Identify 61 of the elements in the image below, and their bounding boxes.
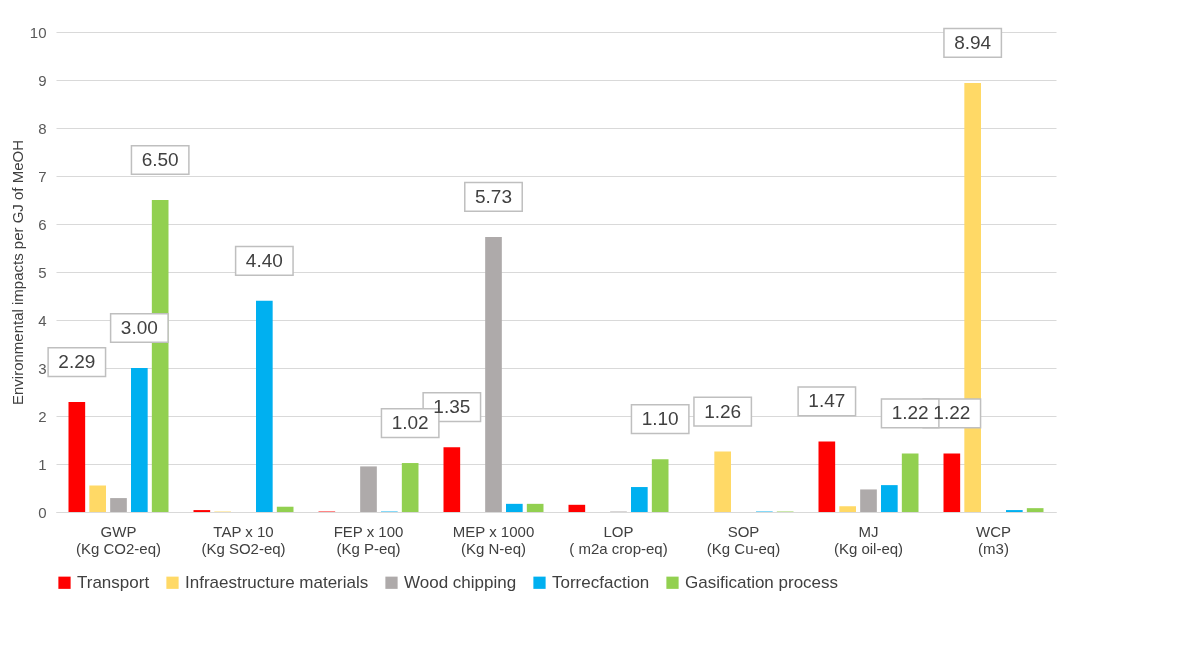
y-axis-title: Environmental impacts per GJ of MeOH: [8, 139, 26, 406]
data-label: 2.29: [58, 351, 96, 373]
bar: [568, 504, 586, 512]
y-tick-label: 9: [38, 71, 47, 89]
bar: [881, 485, 898, 512]
data-label: 1.02: [391, 412, 429, 434]
y-tick-label: 5: [38, 263, 47, 281]
bar: [89, 485, 106, 512]
data-label: 1.47: [808, 390, 846, 412]
data-label: 1.10: [641, 408, 679, 430]
bar: [485, 236, 502, 512]
data-label: 5.73: [475, 185, 512, 207]
y-tick-label: 3: [38, 359, 47, 377]
bar: [943, 453, 961, 512]
bar: [526, 503, 544, 512]
y-tick-label: 1: [38, 455, 47, 473]
data-label: 3.00: [120, 317, 158, 338]
bar: [276, 506, 294, 512]
data-label: 1.22: [933, 402, 971, 424]
bar: [901, 453, 919, 512]
x-tick-label: MJ (Kg oil-eq): [833, 522, 904, 557]
legend-label: Wood chipping: [404, 572, 517, 592]
bar: [860, 489, 877, 512]
y-tick-label: 6: [38, 215, 47, 233]
bar: [401, 463, 419, 512]
x-tick-label: GWP (Kg CO2-eq): [75, 522, 162, 557]
bar: [506, 503, 523, 512]
y-tick-label: 7: [38, 167, 47, 185]
bar: [714, 451, 731, 512]
bar: [1026, 508, 1044, 512]
legend-label: Infraestructure materials: [185, 572, 369, 592]
bar: [110, 498, 127, 512]
data-label: 1.26: [704, 400, 742, 422]
x-tick-label: MEP x 1000 (Kg N-eq): [452, 522, 535, 557]
x-tick-label: SOP (Kg Cu-eq): [706, 522, 781, 557]
data-label: 1.35: [433, 396, 471, 418]
bar: [256, 300, 273, 512]
legend-label: Transport: [77, 572, 150, 592]
data-label: 8.94: [954, 31, 992, 53]
bar: [651, 459, 669, 512]
y-tick-label: 2: [38, 407, 47, 425]
x-tick-label: WCP (m3): [976, 522, 1011, 557]
bar: [818, 441, 836, 512]
y-tick-label: 8: [38, 119, 47, 137]
y-tick-label: 0: [38, 503, 47, 521]
bar: [360, 466, 377, 512]
data-label: 6.50: [141, 149, 179, 170]
bar: [131, 368, 148, 512]
y-tick-label: 4: [38, 311, 47, 329]
bar: [839, 506, 856, 512]
legend-label: Gasification process: [685, 572, 839, 592]
bar: [631, 487, 648, 512]
data-label: 4.40: [245, 249, 283, 271]
x-tick-label: LOP ( m2a crop-eq): [569, 522, 668, 557]
bar: [443, 447, 461, 512]
y-tick-label: 10: [29, 23, 47, 41]
x-tick-label: FEP x 100 (Kg P-eq): [333, 522, 404, 557]
x-tick-label: TAP x 10 (Kg SO2-eq): [201, 522, 286, 557]
legend-label: Torrecfaction: [552, 572, 650, 592]
bar: [68, 402, 86, 512]
data-label: 1.22: [891, 402, 929, 424]
